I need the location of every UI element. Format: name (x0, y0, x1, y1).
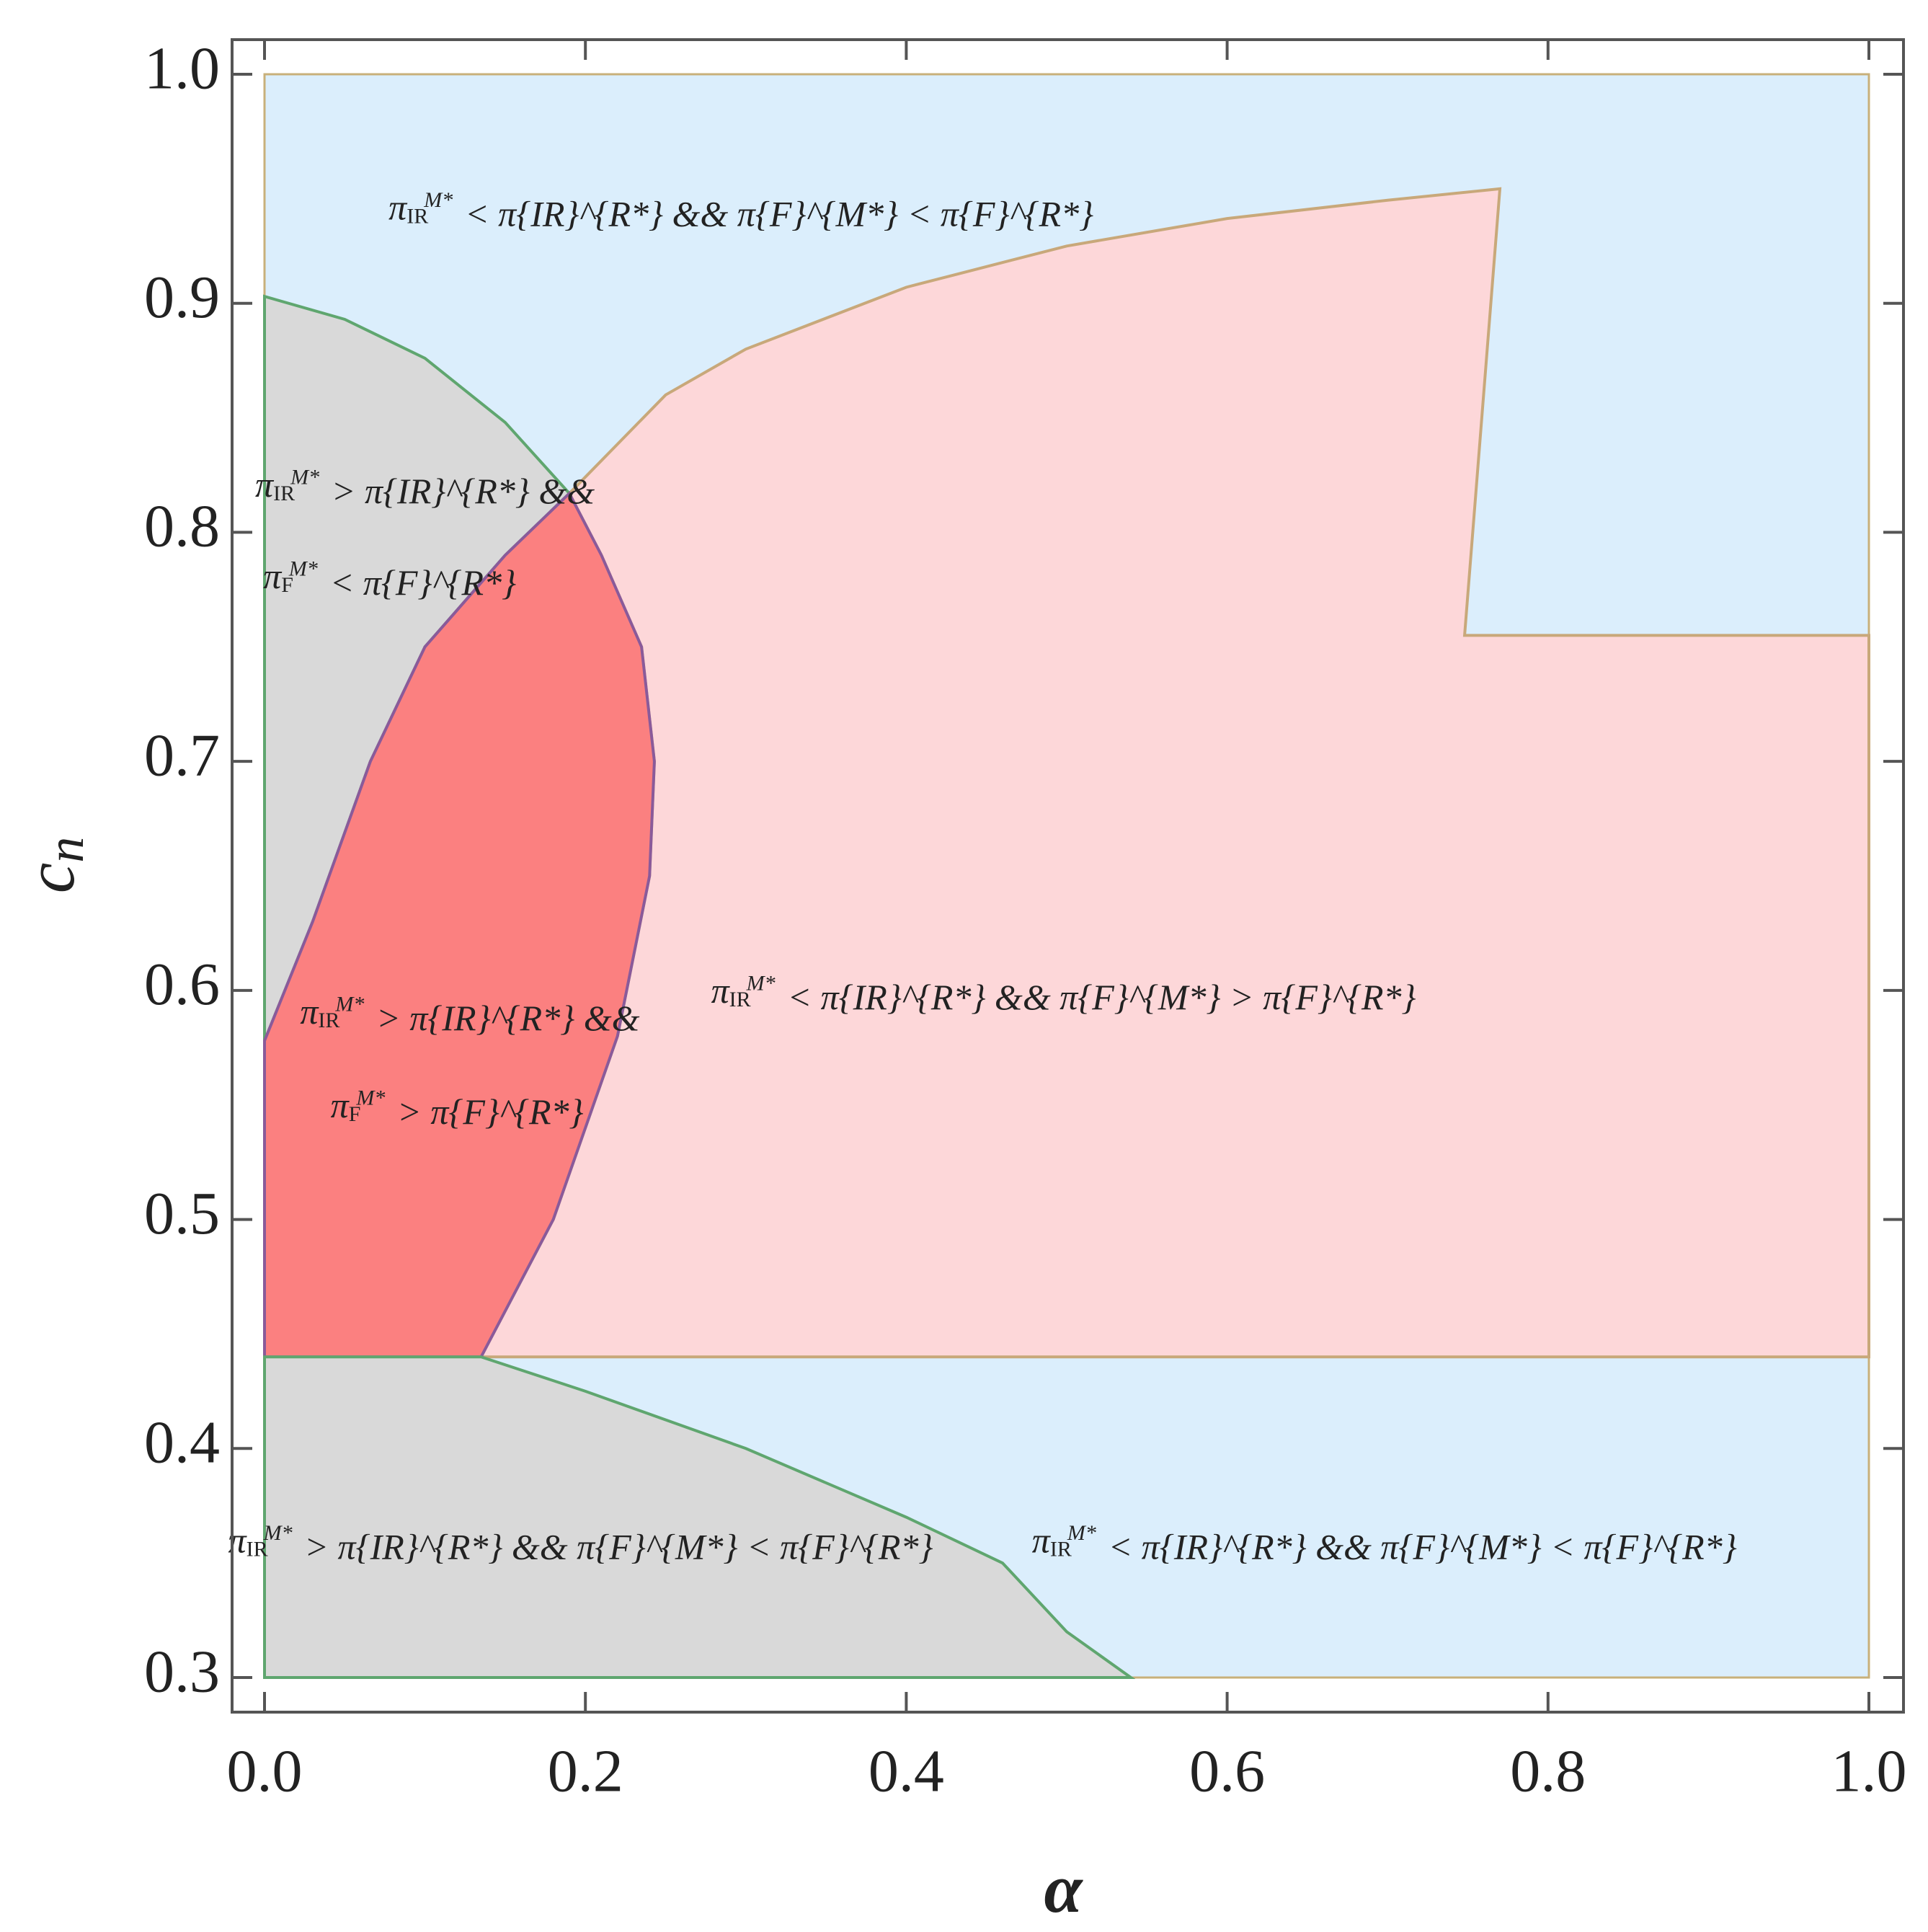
region-label: πFM* > π{F}^{R*} (331, 1086, 584, 1133)
region (263, 1355, 1136, 1679)
region-label: πIRM* > π{IR}^{R*} && (255, 465, 595, 512)
region-label: πIRM* > π{IR}^{R*} && (300, 991, 639, 1038)
y-tick-label: 0.9 (144, 264, 220, 331)
y-axis-label: cn (12, 837, 94, 894)
x-tick-label: 0.4 (869, 1737, 944, 1804)
y-tick-label: 1.0 (144, 35, 220, 102)
region-label: πIRM* < π{IR}^{R*} && π{F}^{M*} < π{F}^{… (388, 187, 1093, 234)
region-label: πIRM* < π{IR}^{R*} && π{F}^{M*} > π{F}^{… (711, 971, 1416, 1018)
x-tick-label: 0.8 (1510, 1737, 1586, 1804)
y-tick-label: 0.4 (144, 1409, 220, 1476)
y-tick-label: 0.3 (144, 1638, 220, 1705)
x-tick-label: 0.2 (548, 1737, 623, 1804)
y-tick-label: 0.6 (144, 951, 220, 1018)
region-label: πIRM* > π{IR}^{R*} && π{F}^{M*} < π{F}^{… (228, 1520, 933, 1567)
x-axis-label: α (1044, 1850, 1083, 1927)
y-tick-label: 0.5 (144, 1180, 220, 1247)
region-label: πIRM* < π{IR}^{R*} && π{F}^{M*} < π{F}^{… (1032, 1520, 1737, 1567)
x-tick-label: 0.0 (227, 1737, 303, 1804)
frame (231, 38, 1905, 1714)
region (263, 491, 656, 1359)
x-tick-label: 1.0 (1831, 1737, 1907, 1804)
region-label: πFM* < π{F}^{R*} (263, 557, 516, 603)
y-tick-label: 0.8 (144, 493, 220, 560)
x-tick-label: 0.6 (1189, 1737, 1265, 1804)
y-tick-label: 0.7 (144, 722, 220, 789)
